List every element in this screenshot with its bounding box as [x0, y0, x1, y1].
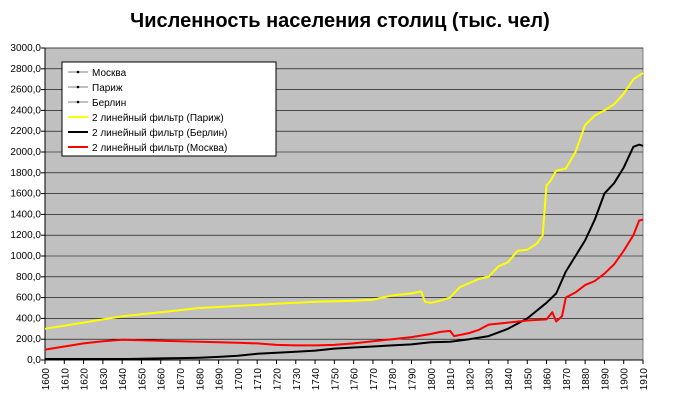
- y-tick-label: 2400,0: [10, 105, 41, 116]
- legend-box: [61, 61, 277, 157]
- x-tick-label: 1900: [620, 368, 631, 391]
- series-line: [44, 218, 644, 351]
- y-tick-label: 2200,0: [10, 126, 41, 137]
- x-tick-label: 1710: [253, 368, 264, 391]
- x-tick-label: 1860: [543, 368, 554, 391]
- legend-label: 2 линейный фильтр (Париж): [92, 112, 224, 124]
- legend-label: Париж: [92, 83, 123, 94]
- x-tick-label: 1870: [562, 368, 573, 391]
- x-tick-label: 1670: [176, 368, 187, 391]
- x-tick-label: 1780: [388, 368, 399, 391]
- x-tick-label: 1680: [195, 368, 206, 391]
- x-tick-label: 1740: [311, 368, 322, 391]
- x-tick-label: 1750: [330, 368, 341, 391]
- y-tick-label: 1600,0: [10, 189, 41, 200]
- x-tick-label: 1610: [60, 368, 71, 391]
- y-tick-label: 600,0: [16, 293, 41, 304]
- legend-marker: [76, 70, 80, 74]
- series-line: [44, 72, 644, 330]
- y-tick-label: 200,0: [16, 334, 41, 345]
- x-tick-label: 1890: [600, 368, 611, 391]
- x-tick-label: 1910: [639, 368, 650, 391]
- x-tick-label: 1720: [272, 368, 283, 391]
- y-tick-label: 2600,0: [10, 85, 41, 96]
- x-tick-label: 1800: [427, 368, 438, 391]
- x-tick-label: 1600: [41, 368, 52, 391]
- x-tick-label: 1850: [523, 368, 534, 391]
- y-tick-label: 0,0: [27, 355, 41, 366]
- x-tick-label: 1700: [234, 368, 245, 391]
- x-tick-label: 1730: [292, 368, 303, 391]
- y-tick-label: 2800,0: [10, 64, 41, 75]
- y-tick-label: 1200,0: [10, 230, 41, 241]
- x-tick-label: 1820: [465, 368, 476, 391]
- y-tick-label: 3000,0: [10, 43, 41, 54]
- legend-marker: [76, 100, 80, 104]
- x-tick-label: 1830: [485, 368, 496, 391]
- legend-label: 2 линейный фильтр (Москва): [92, 142, 227, 154]
- x-tick-label: 1810: [446, 368, 457, 391]
- x-tick-label: 1840: [504, 368, 515, 391]
- x-tick-label: 1760: [350, 368, 361, 391]
- y-tick-label: 1400,0: [10, 209, 41, 220]
- y-tick-label: 800,0: [16, 272, 41, 283]
- x-tick-label: 1770: [369, 368, 380, 391]
- legend-marker: [76, 85, 80, 89]
- x-tick-label: 1790: [408, 368, 419, 391]
- legend-label: Берлин: [92, 98, 126, 109]
- y-tick-label: 2000,0: [10, 147, 41, 158]
- y-tick-label: 400,0: [16, 313, 41, 324]
- x-tick-label: 1650: [137, 368, 148, 391]
- x-tick-label: 1640: [118, 368, 129, 391]
- legend-label: Москва: [92, 68, 127, 79]
- legend-label: 2 линейный фильтр (Берлин): [92, 127, 227, 139]
- y-tick-label: 1800,0: [10, 168, 41, 179]
- x-tick-label: 1880: [581, 368, 592, 391]
- x-tick-label: 1620: [80, 368, 91, 391]
- y-tick-label: 1000,0: [10, 251, 41, 262]
- chart-title: Численность населения столиц (тыс. чел): [130, 10, 550, 32]
- x-tick-label: 1660: [157, 368, 168, 391]
- x-tick-label: 1630: [99, 368, 110, 391]
- series-line: [45, 143, 644, 360]
- x-tick-label: 1690: [215, 368, 226, 391]
